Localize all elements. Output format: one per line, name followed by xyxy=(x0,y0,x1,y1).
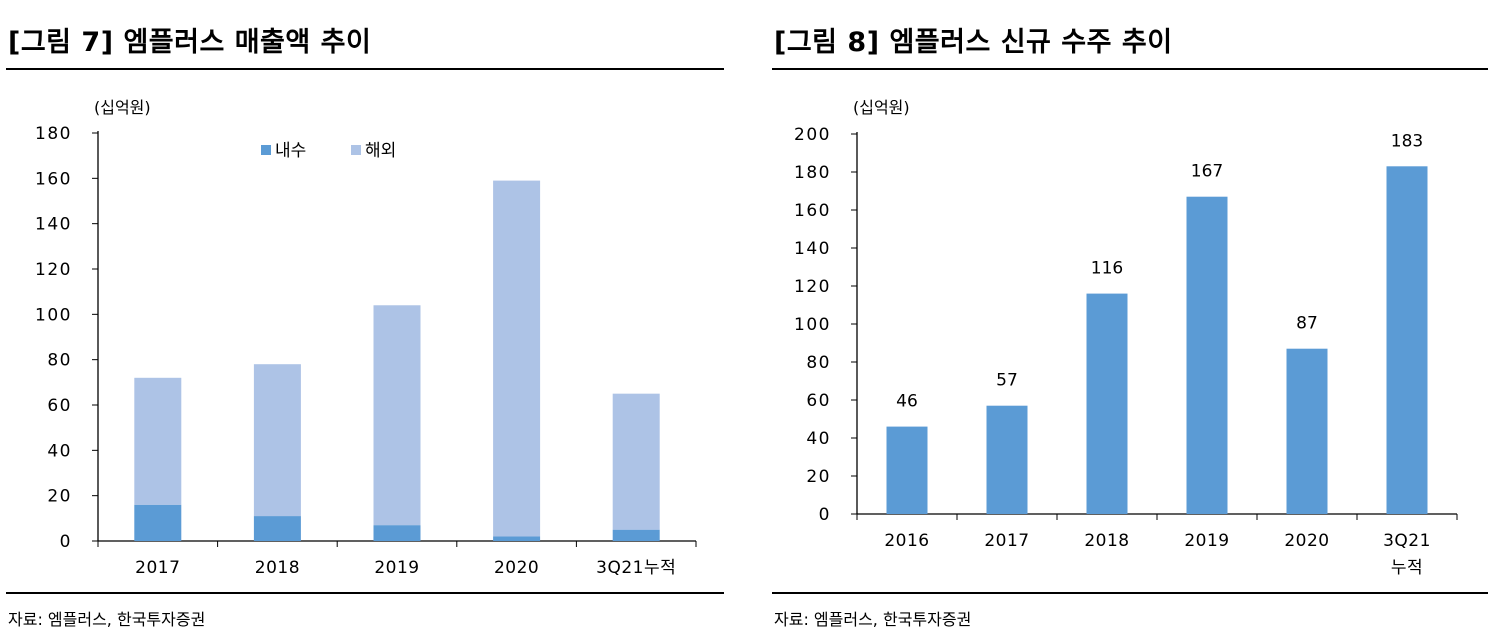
fig7-x-tick-label: 2019 xyxy=(374,558,419,578)
fig8-data-label: 183 xyxy=(1391,131,1423,151)
fig7-y-tick-label: 180 xyxy=(35,124,72,144)
fig7-y-tick-label: 0 xyxy=(60,532,72,552)
figure-8-source: 자료: 엠플러스, 한국투자증권 xyxy=(774,610,972,629)
figure-7-top-rule xyxy=(6,68,724,70)
fig7-bar-overseas xyxy=(134,377,182,505)
fig8-y-tick-label: 80 xyxy=(806,353,831,373)
fig8-bar xyxy=(1386,166,1428,515)
figure-7-panel: [그림 7] 엠플러스 매출액 추이 (십억원) 0 20 40 60 80 100 120 1… xyxy=(0,0,730,644)
fig7-x-tick-label: 3Q21누적 xyxy=(596,558,676,578)
fig8-x-tick-label: 2017 xyxy=(984,531,1029,551)
fig8-y-tick-label: 40 xyxy=(806,429,831,449)
fig8-x-tick-label: 2016 xyxy=(884,531,929,551)
fig8-bar xyxy=(886,426,928,514)
figure-8-top-rule xyxy=(772,68,1488,70)
fig7-y-tick-label: 140 xyxy=(35,215,72,235)
fig7-x-tick-label: 2020 xyxy=(494,558,539,578)
figure-7-title: [그림 7] 엠플러스 매출액 추이 xyxy=(8,27,372,58)
fig7-unit-label: (십억원) xyxy=(94,98,151,117)
fig8-data-label: 87 xyxy=(1296,314,1318,334)
fig7-y-tick-label: 100 xyxy=(35,305,72,325)
fig8-bar xyxy=(1186,196,1228,514)
figure-7-bottom-rule xyxy=(6,592,724,594)
fig7-bar-domestic xyxy=(612,529,660,541)
fig8-y-tick-label: 0 xyxy=(819,505,831,525)
fig8-y-tick-label: 120 xyxy=(794,277,831,297)
fig7-legend-swatch xyxy=(261,145,271,155)
fig8-bar xyxy=(986,405,1028,514)
fig7-bar-overseas xyxy=(373,305,421,526)
fig8-data-label: 116 xyxy=(1091,259,1123,279)
fig8-data-label: 57 xyxy=(996,371,1018,391)
fig8-y-tick-label: 180 xyxy=(794,163,831,183)
figure-7-chart: (십억원) 0 20 40 60 80 100 120 140 160 180 2017 2018 201… xyxy=(35,98,697,578)
fig8-x-tick-label: 누적 xyxy=(1391,558,1423,578)
fig7-legend-swatch xyxy=(351,145,361,155)
fig7-x-tick-label: 2018 xyxy=(255,558,300,578)
fig7-bar-overseas xyxy=(253,364,301,517)
fig8-unit-label: (십억원) xyxy=(853,98,910,117)
fig8-y-tick-label: 20 xyxy=(806,467,831,487)
figure-8-chart: (십억원) 0 20 40 60 80 100 120 140 160 180 200 2016 2017… xyxy=(794,98,1458,578)
fig7-bar-overseas xyxy=(612,393,660,530)
fig8-data-label: 167 xyxy=(1191,162,1223,182)
figure-8-bottom-rule xyxy=(772,592,1488,594)
fig8-x-tick-label: 2019 xyxy=(1184,531,1229,551)
fig7-bar-domestic xyxy=(134,504,182,541)
fig7-bar-overseas xyxy=(493,180,541,537)
fig7-y-tick-label: 40 xyxy=(47,441,72,461)
fig8-x-tick-label: 2020 xyxy=(1284,531,1329,551)
fig8-x-tick-label: 3Q21 xyxy=(1383,531,1431,551)
fig8-y-tick-label: 200 xyxy=(794,125,831,145)
fig8-y-tick-label: 60 xyxy=(806,391,831,411)
fig7-y-tick-label: 60 xyxy=(47,396,72,416)
fig7-bar-domestic xyxy=(373,525,421,541)
fig7-y-tick-label: 160 xyxy=(35,169,72,189)
fig7-y-tick-label: 20 xyxy=(47,487,72,507)
fig8-y-tick-label: 140 xyxy=(794,239,831,259)
fig8-data-label: 46 xyxy=(896,392,918,412)
figure-8-panel: [그림 8] 엠플러스 신규 수주 추이 (십억원) 0 20 40 60 80 100 12… xyxy=(766,0,1488,644)
figure-7-source: 자료: 엠플러스, 한국투자증권 xyxy=(8,610,206,629)
fig7-x-tick-label: 2017 xyxy=(135,558,180,578)
figure-8-title: [그림 8] 엠플러스 신규 수주 추이 xyxy=(774,27,1173,58)
fig7-legend-label: 해외 xyxy=(365,141,396,161)
fig8-y-tick-label: 160 xyxy=(794,201,831,221)
fig7-bar-domestic xyxy=(493,536,541,541)
fig8-bar xyxy=(1086,293,1128,514)
fig7-y-tick-label: 80 xyxy=(47,351,72,371)
fig8-x-tick-label: 2018 xyxy=(1084,531,1129,551)
fig7-bar-domestic xyxy=(253,516,301,541)
fig8-y-tick-label: 100 xyxy=(794,315,831,335)
fig8-bar xyxy=(1286,348,1328,514)
fig7-y-tick-label: 120 xyxy=(35,260,72,280)
fig7-legend-label: 내수 xyxy=(275,141,306,161)
